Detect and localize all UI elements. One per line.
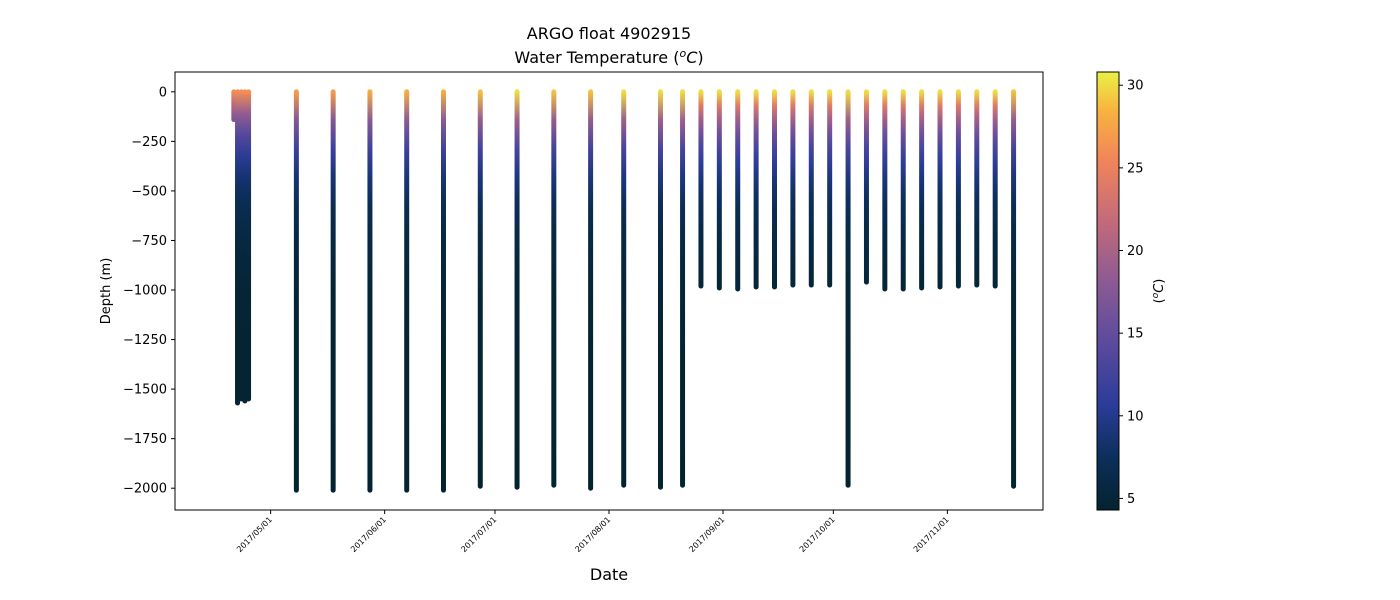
x-tick-label: 2017/09/01 bbox=[687, 515, 726, 554]
colorbar-tick-label: 5 bbox=[1127, 492, 1135, 507]
colorbar-label-close: ) bbox=[1152, 279, 1167, 284]
plot-marks bbox=[231, 89, 1017, 493]
colorbar-label-c: C bbox=[1152, 283, 1167, 293]
colorbar: 5 10 15 20 25 30 (oC) bbox=[1096, 71, 1167, 511]
x-tick-label: 2017/06/01 bbox=[349, 515, 388, 554]
title-text: Water Temperature ( bbox=[514, 48, 679, 67]
title-close: ) bbox=[697, 48, 703, 67]
colorbar-tick-label: 15 bbox=[1127, 327, 1144, 342]
colorbar-tick-label: 20 bbox=[1127, 244, 1144, 259]
colorbar-ticks: 5 10 15 20 25 30 bbox=[1119, 79, 1144, 507]
x-axis: 2017/05/01 2017/06/01 2017/07/01 2017/08/01… bbox=[235, 510, 951, 554]
y-tick-label: −1250 bbox=[123, 333, 167, 348]
colorbar-tick-label: 10 bbox=[1127, 409, 1144, 424]
y-tick-label: −1750 bbox=[123, 432, 167, 447]
y-tick-label: −500 bbox=[131, 184, 167, 199]
y-tick-label: −1000 bbox=[123, 284, 167, 299]
x-tick-label: 2017/10/01 bbox=[798, 515, 837, 554]
x-tick-label: 2017/08/01 bbox=[573, 515, 612, 554]
colorbar-label-open: ( bbox=[1152, 298, 1167, 303]
chart-title-line1: ARGO float 4902915 bbox=[527, 24, 691, 43]
colorbar-label-o: o bbox=[1151, 292, 1161, 298]
colorbar-tick-label: 25 bbox=[1127, 161, 1144, 176]
y-axis: 0 −250 −500 −750 −1000 −1250 −1500 −1750 −2000 bbox=[123, 85, 175, 497]
x-tick-label: 2017/05/01 bbox=[235, 515, 274, 554]
title-unit-superscript: o bbox=[679, 47, 686, 60]
y-tick-label: 0 bbox=[159, 85, 167, 100]
x-axis-label: Date bbox=[590, 565, 628, 584]
colorbar-label: (oC) bbox=[1151, 279, 1167, 304]
y-axis-label: Depth (m) bbox=[99, 258, 114, 325]
y-tick-label: −2000 bbox=[123, 482, 167, 497]
y-tick-label: −750 bbox=[131, 234, 167, 249]
y-tick-label: −250 bbox=[131, 135, 167, 150]
plot-frame bbox=[174, 71, 1044, 511]
x-tick-label: 2017/11/01 bbox=[912, 515, 951, 554]
x-tick-label: 2017/07/01 bbox=[459, 515, 498, 554]
chart-title-line2: Water Temperature (oC) bbox=[514, 47, 703, 67]
title-unit-c: C bbox=[686, 48, 698, 67]
y-tick-label: −1500 bbox=[123, 383, 167, 398]
colorbar-gradient bbox=[1096, 71, 1120, 511]
colorbar-tick-label: 30 bbox=[1127, 79, 1144, 94]
